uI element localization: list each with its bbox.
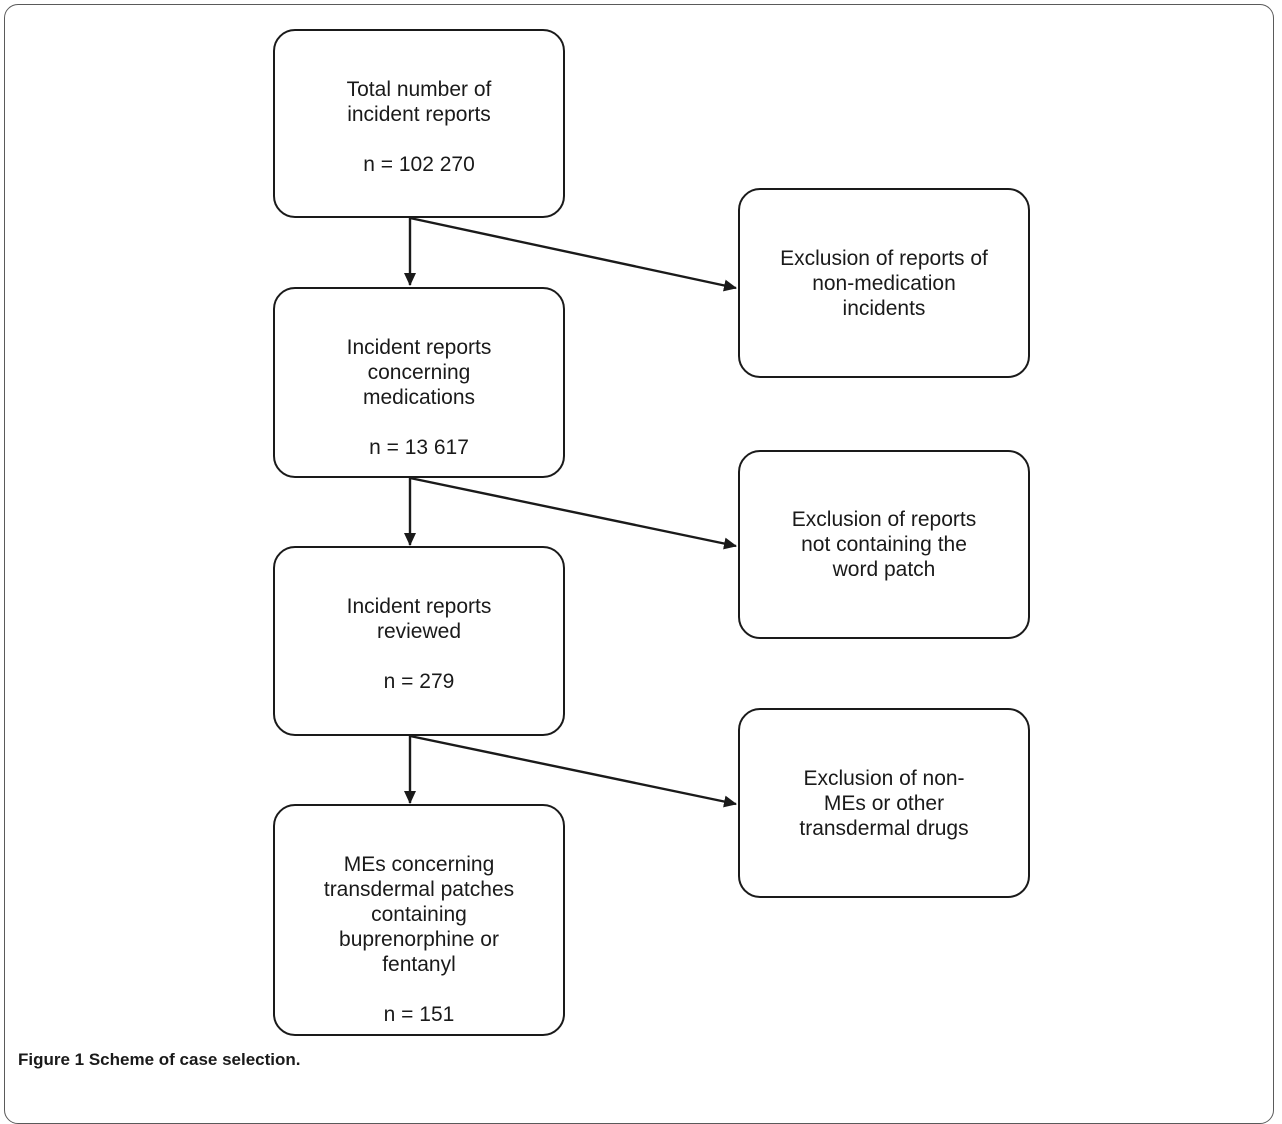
exclusion-non-medication: Exclusion of reports of non-medication i… — [738, 188, 1030, 378]
step-total-reports: Total number of incident reports n = 102… — [273, 29, 565, 218]
arrow-exclusion-1 — [409, 216, 737, 292]
exclusion-non-medication-label: Exclusion of reports of non-medication i… — [780, 246, 988, 320]
step-medication-reports-count: n = 13 617 — [369, 436, 469, 459]
step-reviewed-reports-count: n = 279 — [383, 670, 455, 693]
figure-caption-text: Figure 1 Scheme of case selection. — [18, 1050, 301, 1069]
flow-connectors — [404, 216, 737, 808]
exclusion-no-patch-word: Exclusion of reports not containing the … — [738, 450, 1030, 639]
exclusion-non-mes-label: Exclusion of non- MEs or other transderm… — [799, 766, 969, 840]
step-final-mes-count: n = 151 — [383, 1003, 455, 1026]
step-reviewed-reports: Incident reports reviewed n = 279 — [273, 546, 565, 736]
step-total-reports-label: Total number of incident reports — [346, 78, 492, 126]
step-reviewed-reports-label: Incident reports reviewed — [346, 595, 492, 643]
exclusion-no-patch-word-label: Exclusion of reports not containing the … — [791, 508, 977, 581]
step-final-mes-label: MEs concerning transdermal patches conta… — [323, 853, 515, 976]
arrow-exclusion-3 — [409, 734, 737, 808]
figure-caption: Figure 1 Scheme of case selection. — [18, 1050, 301, 1070]
step-medication-reports-label: Incident reports concerning medications — [346, 336, 492, 409]
step-final-mes: MEs concerning transdermal patches conta… — [273, 804, 565, 1036]
exclusion-non-mes: Exclusion of non- MEs or other transderm… — [738, 708, 1030, 898]
step-total-reports-count: n = 102 270 — [363, 153, 475, 176]
step-medication-reports: Incident reports concerning medications … — [273, 287, 565, 478]
arrow-exclusion-2 — [409, 476, 737, 550]
